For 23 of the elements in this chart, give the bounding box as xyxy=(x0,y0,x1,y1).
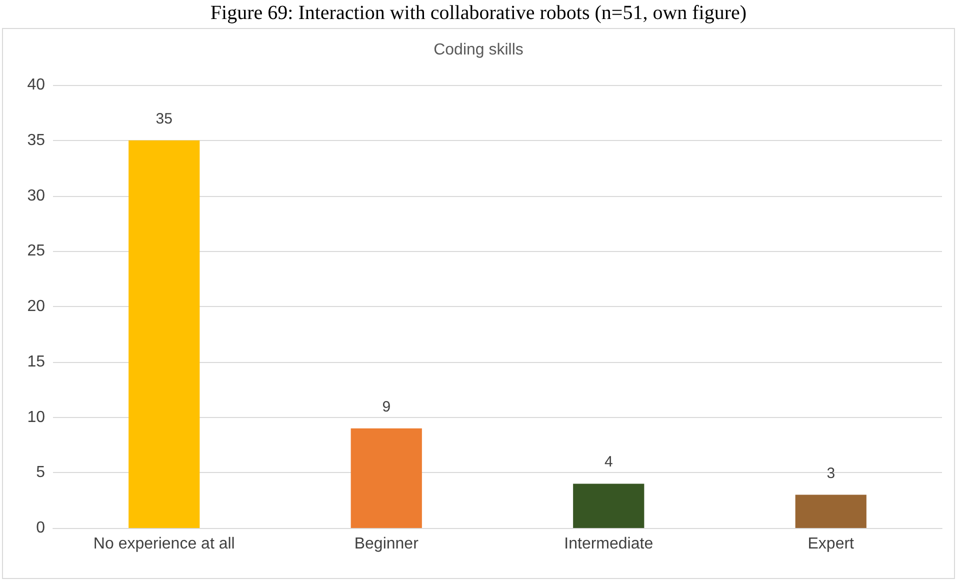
y-tick-label: 15 xyxy=(27,353,46,370)
x-tick-label: Intermediate xyxy=(564,536,654,552)
bar xyxy=(795,494,866,528)
y-tick-label: 25 xyxy=(27,242,46,260)
bar xyxy=(573,484,644,528)
y-tick-label: 10 xyxy=(27,408,46,426)
data-label: 4 xyxy=(604,454,613,471)
y-tick-label: 35 xyxy=(27,132,46,149)
x-tick-label: Expert xyxy=(808,536,855,552)
y-tick-label: 5 xyxy=(36,464,46,482)
chart-title: Coding skills xyxy=(434,42,524,58)
y-tick-label: 20 xyxy=(27,298,46,315)
x-tick-label: No experience at all xyxy=(93,536,235,552)
y-tick-label: 40 xyxy=(27,76,46,94)
bar xyxy=(350,428,422,528)
y-tick-label: 30 xyxy=(27,187,46,204)
data-label: 9 xyxy=(382,398,391,416)
data-label: 35 xyxy=(156,110,172,128)
caption: Figure 69: Interaction with collaborative robots (n=51, own figure) xyxy=(209,1,748,26)
y-tick-label: 0 xyxy=(36,520,46,536)
bar xyxy=(128,140,200,528)
x-tick-label: Beginner xyxy=(354,536,420,552)
data-label: 3 xyxy=(826,464,836,482)
